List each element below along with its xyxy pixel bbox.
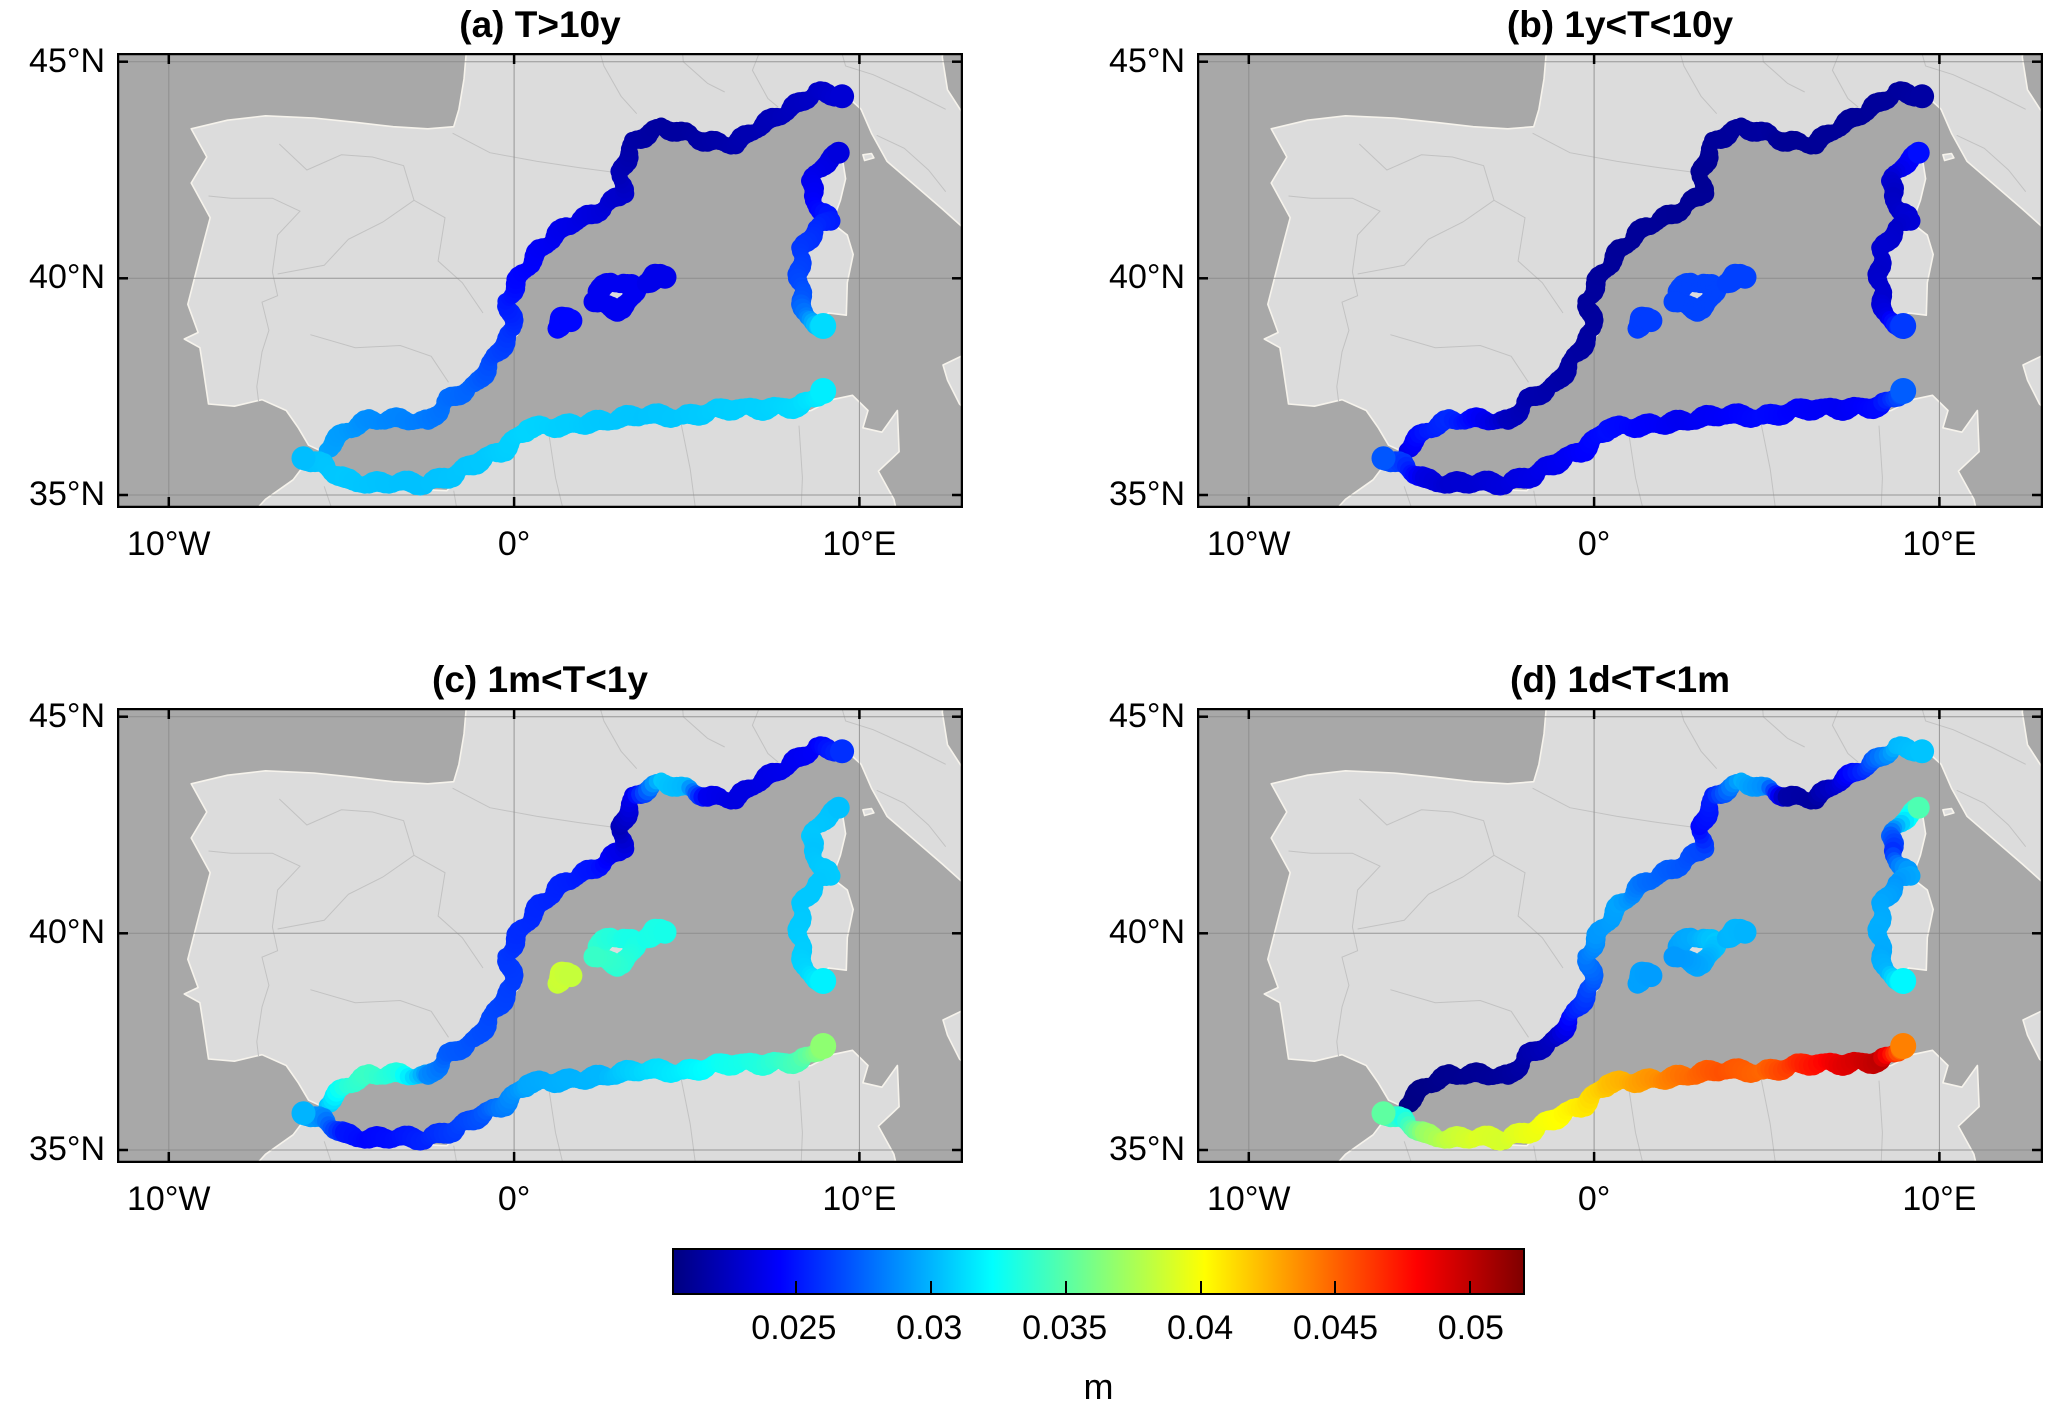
colorbar-tick-label: 0.045 xyxy=(1292,1309,1378,1347)
y-tick-label-d: 35°N xyxy=(1109,1130,1185,1168)
x-tick-label-c: 10°E xyxy=(822,1180,897,1218)
colorbar-tick-label: 0.04 xyxy=(1166,1309,1234,1347)
panel-c-map xyxy=(117,708,963,1163)
panel-d-title: (d) 1d<T<1m xyxy=(1510,659,1730,700)
x-tick-label-d: 10°W xyxy=(1207,1180,1291,1218)
y-tick-label-b: 35°N xyxy=(1109,475,1185,513)
y-tick-label-c: 35°N xyxy=(29,1130,105,1168)
y-tick-label-b: 45°N xyxy=(1109,41,1185,80)
x-tick-label-a: 10°W xyxy=(127,525,211,563)
x-tick-label-a: 10°E xyxy=(822,525,897,563)
panel-b-title: (b) 1y<T<10y xyxy=(1506,4,1734,45)
colorbar-tick xyxy=(1334,1281,1337,1293)
colorbar-tick-label: 0.025 xyxy=(751,1309,837,1347)
x-tick-label-a: 0° xyxy=(497,525,531,563)
panel-d: (d) 1d<T<1m xyxy=(1197,659,2043,1163)
y-tick-label-b: 40°N xyxy=(1109,258,1185,297)
panel-a: (a) T>10y xyxy=(117,4,963,508)
colorbar xyxy=(672,1248,1525,1295)
colorbar-tick-label: 0.035 xyxy=(1022,1309,1108,1347)
x-tick-label-b: 10°E xyxy=(1902,525,1977,563)
colorbar-tick xyxy=(795,1281,798,1293)
panel-b: (b) 1y<T<10y xyxy=(1197,4,2043,508)
y-tick-label-a: 40°N xyxy=(29,258,105,297)
colorbar-unit-label: m xyxy=(1083,1366,1114,1407)
x-tick-label-d: 0° xyxy=(1577,1180,1611,1218)
panel-d-map xyxy=(1197,708,2043,1163)
panel-c-title: (c) 1m<T<1y xyxy=(432,659,648,700)
x-tick-label-b: 0° xyxy=(1577,525,1611,563)
panel-b-map xyxy=(1197,53,2043,508)
colorbar-tick xyxy=(1469,1281,1472,1293)
colorbar-tick xyxy=(930,1281,932,1293)
y-tick-label-c: 40°N xyxy=(29,913,105,952)
colorbar-tick-label: 0.05 xyxy=(1437,1309,1504,1347)
y-tick-label-d: 45°N xyxy=(1109,696,1185,735)
x-tick-label-c: 10°W xyxy=(127,1180,211,1218)
colorbar-tick xyxy=(1199,1281,1202,1293)
panel-a-title: (a) T>10y xyxy=(459,4,621,45)
y-tick-label-c: 45°N xyxy=(29,696,105,735)
y-tick-label-a: 35°N xyxy=(29,475,105,513)
panel-c: (c) 1m<T<1y xyxy=(117,659,963,1163)
x-tick-label-b: 10°W xyxy=(1207,525,1291,563)
x-tick-label-c: 0° xyxy=(497,1180,531,1218)
y-tick-label-a: 45°N xyxy=(29,41,105,80)
colorbar-tick-label: 0.03 xyxy=(896,1309,963,1347)
y-tick-label-d: 40°N xyxy=(1109,913,1185,952)
x-tick-label-d: 10°E xyxy=(1902,1180,1977,1218)
colorbar-tick xyxy=(1064,1281,1067,1293)
panel-a-map xyxy=(117,53,963,508)
